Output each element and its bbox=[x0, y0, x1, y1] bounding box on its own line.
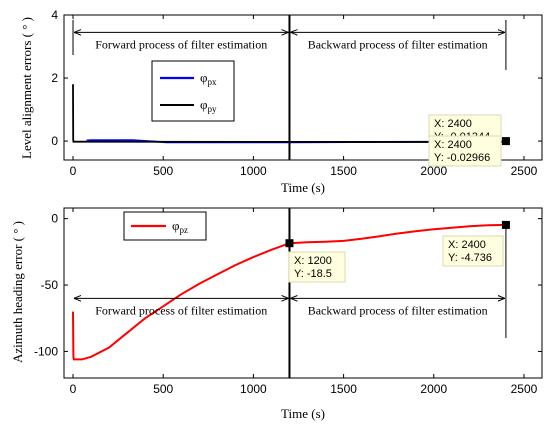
legend-label-pz-base: φ bbox=[172, 218, 180, 233]
y-tick-label: -100 bbox=[34, 344, 58, 358]
x-tick-label: 0 bbox=[70, 164, 77, 178]
legend-label-py: φpy bbox=[200, 97, 217, 114]
legend-box-1 bbox=[151, 60, 235, 122]
level-alignment-panel: 0 500 1000 1500 2000 2500 0 2 4 Forward process … bbox=[19, 8, 543, 195]
datatip-y-2b: Y: -4.736 bbox=[448, 252, 492, 264]
datatip-marker bbox=[501, 220, 510, 229]
series-line-py bbox=[72, 84, 506, 143]
x-tick-label: 1500 bbox=[330, 164, 357, 178]
datatip-box-2a bbox=[288, 251, 346, 283]
markers-2 bbox=[285, 220, 510, 248]
x-tick-label: 2500 bbox=[511, 164, 538, 178]
x-tick-label: 1500 bbox=[330, 382, 357, 396]
series-group-2 bbox=[72, 223, 506, 361]
datatip-2a: X: 1200 Y: -18.5 bbox=[288, 251, 346, 283]
x-tick-label: 1000 bbox=[240, 164, 267, 178]
x-tick-label: 500 bbox=[153, 382, 173, 396]
forward-process-label-2: Forward process of filter estimation bbox=[95, 303, 267, 317]
x-tick-label: 2000 bbox=[420, 164, 447, 178]
datatip-1b: X: 2400 Y: -0.02966 bbox=[428, 135, 502, 167]
y-tick-label: 0 bbox=[51, 212, 58, 226]
y-tick-label: -50 bbox=[41, 278, 59, 292]
y-tick-label: 2 bbox=[51, 71, 58, 85]
legend-label-py-sub: py bbox=[208, 104, 218, 114]
legend-label-px: φpx bbox=[200, 70, 217, 87]
forward-process-label-1: Forward process of filter estimation bbox=[95, 37, 267, 51]
x-tick-label: 1000 bbox=[240, 382, 267, 396]
datatip-box-1b bbox=[428, 135, 502, 167]
x-axis-label-1: Time (s) bbox=[281, 180, 325, 195]
legend-label-px-sub: px bbox=[208, 77, 218, 87]
legend-2: φpz bbox=[123, 211, 207, 241]
azimuth-panel: 0 500 1000 1500 2000 2500 0 -50 -100 Forward pro… bbox=[10, 207, 543, 421]
y-axis-label-2: Azimuth heading error ( ° ) bbox=[10, 221, 25, 363]
legend-label-pz: φpz bbox=[172, 218, 188, 235]
datatip-y-2a: Y: -18.5 bbox=[294, 268, 332, 280]
legend-label-pz-sub: pz bbox=[180, 225, 189, 235]
markers-1 bbox=[501, 137, 510, 146]
datatip-box-2b bbox=[442, 235, 504, 267]
x-tick-label: 500 bbox=[153, 164, 173, 178]
datatip-x-1a: X: 2400 bbox=[434, 118, 472, 130]
series-group-1 bbox=[72, 84, 506, 144]
datatip-2b: X: 2400 Y: -4.736 bbox=[442, 235, 504, 267]
legend-label-py-base: φ bbox=[200, 97, 208, 112]
x-tick-label: 0 bbox=[70, 382, 77, 396]
x-tick-label: 2500 bbox=[511, 382, 538, 396]
y-axis-label-1: Level alignment errors ( ° ) bbox=[19, 17, 34, 159]
y-tick-label: 0 bbox=[51, 134, 58, 148]
x-axis-label-2: Time (s) bbox=[281, 406, 325, 421]
ticks-1: 0 500 1000 1500 2000 2500 0 2 4 bbox=[51, 8, 542, 178]
ticks-2: 0 500 1000 1500 2000 2500 0 -50 -100 bbox=[34, 208, 542, 396]
backward-process-label-2: Backward process of filter estimation bbox=[308, 303, 488, 317]
datatip-y-1b: Y: -0.02966 bbox=[434, 152, 490, 164]
datatip-x-2b: X: 2400 bbox=[448, 239, 486, 251]
series-line-pz bbox=[72, 223, 506, 361]
legend-label-px-base: φ bbox=[200, 70, 208, 85]
datatip-x-1b: X: 2400 bbox=[434, 139, 472, 151]
datatip-marker bbox=[501, 137, 510, 146]
backward-process-label-1: Backward process of filter estimation bbox=[308, 37, 488, 51]
legend-1: φpx φpy bbox=[151, 60, 235, 122]
datatip-x-2a: X: 1200 bbox=[294, 255, 332, 267]
datatip-marker bbox=[285, 239, 294, 248]
x-tick-label: 2000 bbox=[420, 382, 447, 396]
y-tick-label: 4 bbox=[51, 8, 58, 22]
